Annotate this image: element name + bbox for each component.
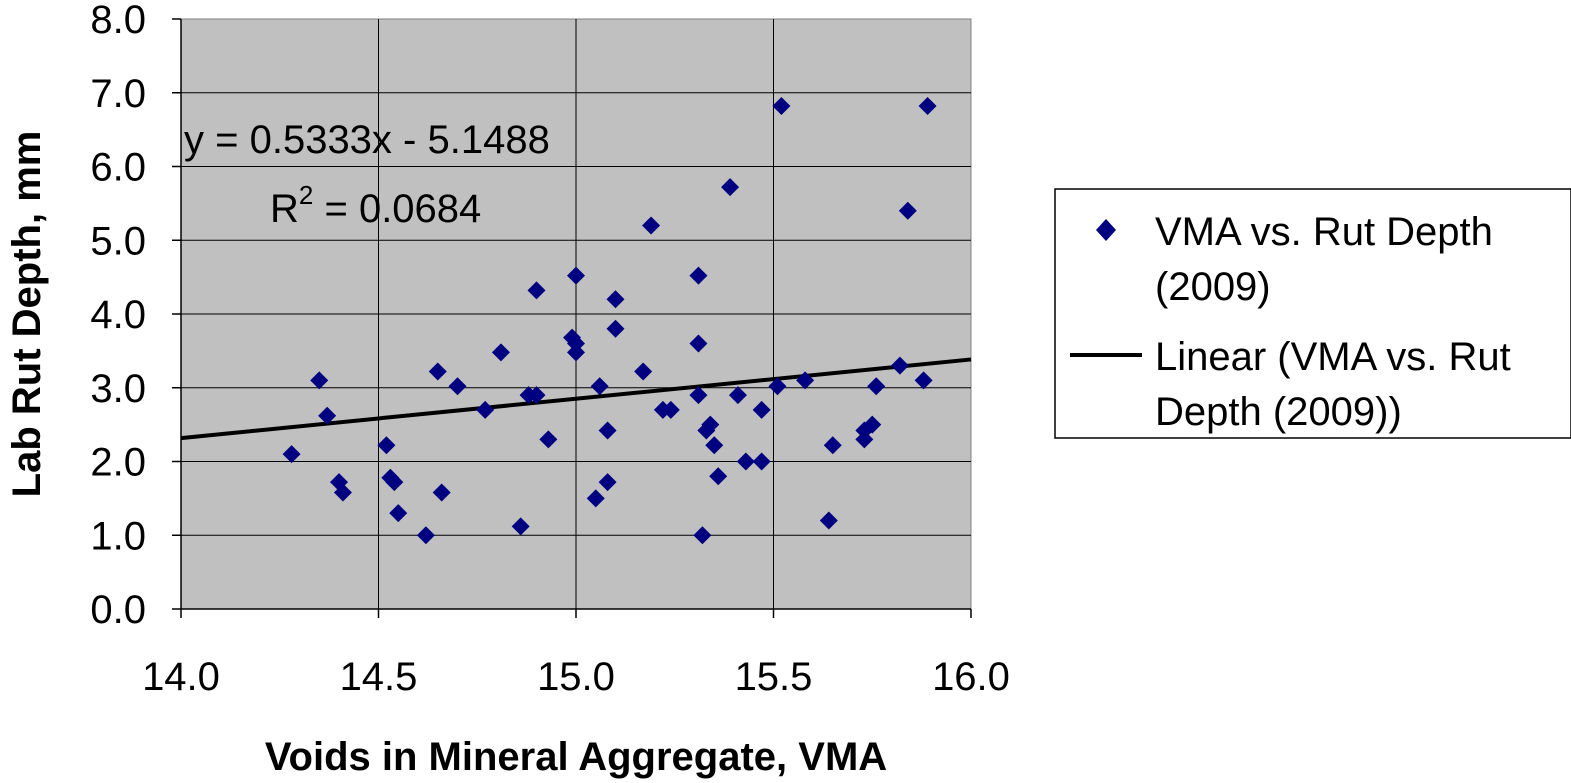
data-point [752,452,771,471]
axes [172,18,972,618]
y-tick-label: 5.0 [90,219,146,263]
legend-label-scatter-line1: VMA vs. Rut Depth [1155,210,1493,254]
data-point [768,377,787,396]
data-point [709,467,728,486]
data-points [282,97,937,545]
data-point [432,483,451,502]
data-point [819,511,838,530]
trendline-equation: y = 0.5333x - 5.1488 [184,118,550,162]
x-tick-label: 14.0 [142,655,220,699]
data-point [606,319,625,338]
data-point [527,386,546,405]
data-point [642,216,661,235]
data-point [890,356,909,375]
y-tick-label: 4.0 [90,293,146,337]
data-point [428,362,447,381]
data-point [772,97,791,116]
data-point [385,473,404,492]
y-tick-label: 1.0 [90,514,146,558]
x-axis-title: Voids in Mineral Aggregate, VMA [265,735,887,779]
r-squared-label: R2 = 0.0684 [270,180,481,231]
data-point [527,281,546,300]
r-squared-value: = 0.0684 [313,187,481,231]
legend-label-scatter-line2: (2009) [1155,265,1271,309]
data-point [863,415,882,434]
data-point [598,473,617,492]
x-tick-label: 15.5 [735,655,813,699]
data-point [318,406,337,425]
data-point [567,266,585,285]
data-point [634,362,653,381]
data-point [389,504,408,523]
legend-label-trend-line1: Linear (VMA vs. Rut [1155,335,1511,379]
linear-trendline [180,357,972,441]
data-point [333,483,352,502]
data-point [491,343,510,362]
r-squared-r: R [270,187,299,231]
data-point [598,421,617,440]
data-point [898,201,917,220]
gridlines [181,19,971,609]
data-point [567,334,585,353]
legend: VMA vs. Rut Depth (2009) Linear (VMA vs.… [1054,188,1571,439]
data-point [689,334,708,353]
data-point [511,517,530,536]
data-point [736,452,755,471]
data-point [448,377,467,396]
data-point [606,290,625,309]
y-tick-label: 2.0 [90,441,146,485]
x-tick-label: 16.0 [932,655,1010,699]
data-point [689,266,708,285]
data-point [416,526,435,545]
y-tick-label: 3.0 [90,367,146,411]
data-point [721,178,740,197]
data-point [476,400,495,419]
data-point [701,415,720,434]
data-point [590,377,609,396]
y-tick-label: 6.0 [90,146,146,190]
data-point [752,400,771,419]
data-point [728,386,747,405]
data-point [867,377,886,396]
data-point [310,371,329,390]
legend-box [1054,188,1571,439]
data-point [693,526,712,545]
data-point [918,97,937,116]
data-point [914,371,933,390]
y-tick-label: 7.0 [90,72,146,116]
data-point [377,436,396,455]
data-point [282,445,301,464]
legend-marker-diamond-icon [1096,219,1116,241]
data-point [823,436,842,455]
data-point [705,436,724,455]
data-point [586,489,605,508]
x-tick-label: 15.0 [537,655,615,699]
y-tick-label: 0.0 [90,588,146,632]
tick-labels: 0.0 1.0 2.0 3.0 4.0 5.0 6.0 7.0 8.0 14.0 14.5 15.0 1… [90,0,1010,699]
legend-label-trend-line2: Depth (2009)) [1155,390,1402,434]
y-tick-label: 8.0 [90,0,146,42]
data-point [661,400,680,419]
data-point [539,430,558,449]
trendline-layer [180,357,972,441]
x-tick-label: 14.5 [340,655,418,699]
data-point [689,386,708,405]
data-point [796,371,815,390]
r-squared-superscript: 2 [299,180,313,210]
y-axis-title: Lab Rut Depth, mm [5,131,49,498]
